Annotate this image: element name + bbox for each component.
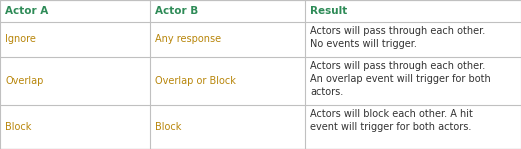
Text: Ignore: Ignore [5,35,36,45]
Text: Overlap or Block: Overlap or Block [155,76,236,86]
Text: Actor B: Actor B [155,6,199,16]
Text: Actor A: Actor A [5,6,48,16]
Text: Actors will pass through each other.
An overlap event will trigger for both
acto: Actors will pass through each other. An … [310,61,491,97]
Text: Overlap: Overlap [5,76,43,86]
Text: Actors will pass through each other.
No events will trigger.: Actors will pass through each other. No … [310,26,485,49]
Text: Result: Result [310,6,348,16]
Text: Block: Block [155,122,181,132]
Text: Any response: Any response [155,35,221,45]
Text: Actors will block each other. A hit
event will trigger for both actors.: Actors will block each other. A hit even… [310,109,473,132]
Text: Block: Block [5,122,31,132]
